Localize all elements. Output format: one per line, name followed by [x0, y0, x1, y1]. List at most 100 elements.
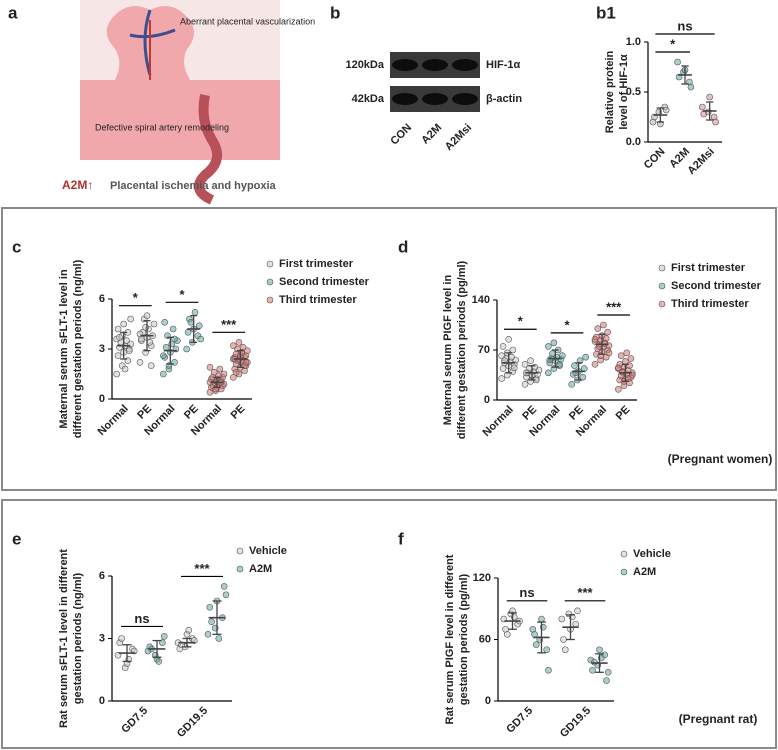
caption: (Pregnant women)	[668, 452, 773, 466]
significance-label: *	[518, 314, 524, 329]
blot-band	[452, 93, 478, 105]
data-point	[549, 350, 556, 357]
data-point	[591, 360, 599, 368]
data-point	[545, 369, 552, 377]
data-point	[627, 355, 635, 362]
data-point	[531, 363, 539, 371]
significance-label: *	[564, 317, 570, 332]
data-point	[556, 360, 563, 368]
data-point	[559, 352, 566, 360]
data-point	[596, 646, 603, 654]
data-point	[589, 666, 596, 674]
tissue	[80, 6, 280, 160]
data-point	[206, 364, 214, 371]
data-point	[113, 370, 120, 378]
data-point	[698, 103, 706, 111]
data-point	[160, 352, 167, 359]
data-point	[582, 353, 589, 361]
data-point	[503, 631, 511, 638]
panel-letter: f	[398, 529, 404, 548]
legend-label: Second trimester	[279, 276, 370, 288]
significance-label: *	[670, 36, 676, 51]
x-tick-label: GD7.5	[119, 705, 150, 736]
data-point	[543, 646, 551, 654]
significance-label: *	[179, 287, 185, 302]
data-point	[125, 347, 133, 354]
data-point	[561, 646, 569, 654]
x-tick-label: PE	[520, 404, 539, 423]
y-axis-label: different gestation periods (ng/ml)	[72, 259, 84, 438]
data-point	[184, 329, 192, 336]
data-point	[499, 365, 507, 372]
significance-label: ns	[677, 18, 692, 33]
y-tick-label: 0	[99, 695, 105, 707]
data-point	[603, 677, 610, 684]
y-tick-label: 0.0	[626, 136, 641, 148]
data-point	[143, 312, 151, 319]
legend-label: A2M	[633, 566, 656, 578]
x-tick-label: Normal	[96, 403, 131, 438]
data-point	[215, 635, 223, 642]
data-point	[118, 635, 125, 642]
data-point	[161, 319, 169, 326]
data-point	[138, 335, 145, 343]
data-point	[550, 365, 558, 372]
data-point	[187, 319, 195, 326]
illustration-label: Aberrant placental vascularization	[180, 16, 315, 26]
data-point	[617, 352, 625, 360]
x-tick-label: GD19.5	[175, 705, 210, 740]
legend-label: Vehicle	[633, 548, 671, 560]
legend-swatch	[620, 568, 628, 576]
data-point	[531, 631, 538, 638]
data-point	[509, 346, 517, 354]
illustration-label: Defective spiral artery remodeling	[95, 122, 229, 132]
legend-label: Third trimester	[279, 294, 357, 306]
y-tick-label: 70	[478, 344, 490, 356]
y-axis-label: gestation periods (ng/ml)	[72, 572, 84, 704]
significance-label: ns	[134, 611, 149, 626]
y-axis-label: Rat serum PIGF level in different	[444, 554, 456, 724]
data-point	[230, 374, 237, 381]
x-tick-label: PE	[567, 404, 586, 423]
data-point	[572, 620, 580, 628]
data-point	[185, 626, 193, 634]
legend-swatch	[658, 264, 666, 272]
data-point	[232, 369, 240, 376]
y-tick-label: 1.0	[626, 36, 641, 48]
lane-label: A2Msi	[443, 122, 474, 153]
data-point	[605, 349, 613, 357]
panel-frame	[1, 207, 777, 491]
x-tick-label: GD7.5	[504, 705, 535, 736]
data-point	[146, 339, 154, 346]
data-point	[604, 668, 612, 676]
legend-label: Third trimester	[671, 298, 749, 310]
data-point	[505, 335, 512, 343]
data-point	[120, 320, 127, 328]
x-tick-label: GD19.5	[558, 705, 593, 740]
y-axis-label: level of HIF-1α	[618, 54, 630, 129]
band-size: 120kDa	[345, 59, 384, 71]
caption: (Pregnant rat)	[679, 712, 758, 726]
data-point	[571, 362, 578, 370]
x-tick-label: PE	[229, 403, 248, 422]
legend-label: Second trimester	[671, 280, 762, 292]
blot-band	[392, 93, 418, 105]
data-point	[114, 352, 122, 359]
data-point	[114, 325, 122, 333]
y-tick-label: 6	[99, 570, 105, 582]
data-point	[222, 591, 230, 599]
panel-letter: d	[398, 237, 408, 256]
data-point	[160, 370, 167, 378]
data-point	[220, 370, 228, 378]
data-point	[674, 58, 681, 66]
data-point	[155, 658, 163, 665]
data-point	[204, 631, 212, 638]
data-point	[195, 322, 203, 329]
legend-swatch	[658, 300, 666, 308]
significance-label: ***	[606, 299, 622, 314]
panel-letter: b1	[596, 3, 616, 22]
blot-band	[392, 59, 418, 71]
data-point	[662, 106, 670, 114]
legend-swatch	[620, 550, 628, 558]
